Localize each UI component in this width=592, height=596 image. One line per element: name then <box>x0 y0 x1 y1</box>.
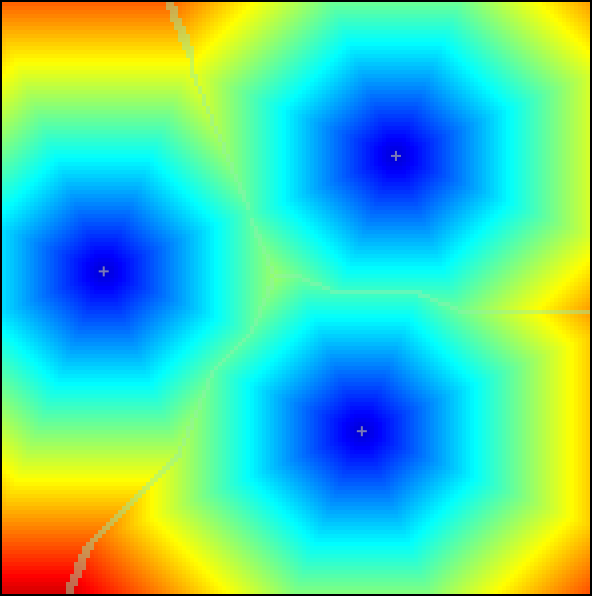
site-left-marker <box>98 266 109 277</box>
site-bottom-marker <box>356 426 367 437</box>
site-top-right-marker <box>390 150 401 161</box>
